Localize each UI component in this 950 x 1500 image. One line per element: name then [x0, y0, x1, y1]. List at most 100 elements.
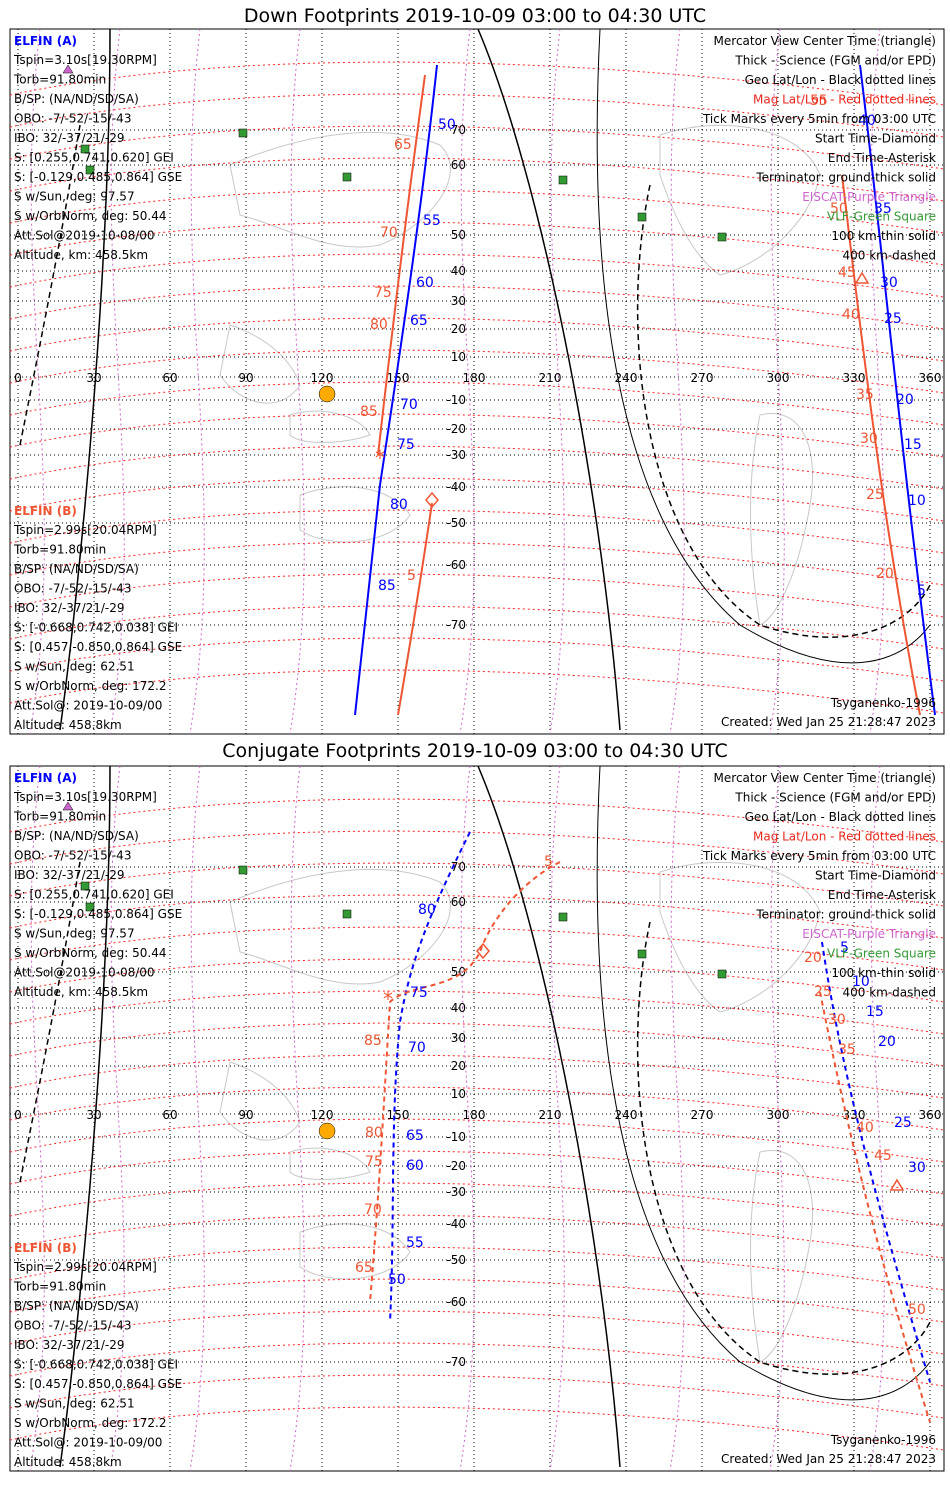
- elfin-a-tick-label: 15: [866, 1004, 884, 1020]
- elfin-a-tick-label: 25: [894, 1115, 912, 1131]
- elfin-a-info-line: Tspin=3.10s[19.30RPM]: [13, 790, 157, 804]
- mag-lat-line: [9, 894, 945, 939]
- legend-line: EISCAT-Purple Triangle: [802, 927, 936, 941]
- mag-lat-line: [9, 1214, 945, 1259]
- elfin-a-info-line: Torb=91.80min: [13, 73, 106, 87]
- elfin-b-info-line: Tspin=2.99s[20.04RPM]: [13, 1260, 157, 1274]
- elfin-a-tick-label: 65: [406, 1128, 424, 1144]
- terminator-100km-right: [596, 765, 931, 1401]
- terminator-ground-left: [59, 28, 111, 731]
- conjugate-footprints-title: Conjugate Footprints 2019-10-09 03:00 to…: [222, 740, 728, 762]
- elfin-b-tick-label: 30: [828, 1012, 846, 1028]
- mag-lat-line: [9, 349, 945, 394]
- eiscat-triangle: [62, 801, 74, 811]
- elfin-a-tick-label: 50: [438, 117, 456, 133]
- elfin-a-tick-label: 70: [400, 397, 418, 413]
- legend-line: 400 km-dashed: [842, 249, 936, 263]
- legend-line: Mercator View Center Time (triangle): [714, 771, 936, 785]
- legend-line: Start Time-Diamond: [815, 869, 936, 883]
- down-footprints-title: Down Footprints 2019-10-09 03:00 to 04:3…: [243, 5, 707, 27]
- mag-lat-line: [9, 958, 945, 1003]
- land-outline: [219, 1061, 301, 1141]
- elfin-a-info-line: B/SP: (NA/ND/SD/SA): [14, 92, 139, 106]
- mag-lon-line: [549, 28, 565, 735]
- legend-line: Mag Lat/Lon - Red dotted lines: [753, 93, 936, 107]
- mag-lat-line: [9, 1022, 945, 1067]
- lat-tick-label: -40: [446, 1217, 466, 1231]
- lon-tick-label: 240: [615, 1108, 638, 1122]
- lon-tick-label: 270: [691, 1108, 714, 1122]
- end-asterisk: *: [375, 446, 385, 470]
- elfin-a-info-line: IBO: 32/-37/21/-29: [14, 131, 125, 145]
- vlf-station-square: [558, 175, 568, 185]
- elfin-a-tick-label: 85: [378, 578, 396, 594]
- center-triangle: [854, 271, 870, 284]
- elfin-b-tick-label: 75: [374, 285, 392, 301]
- land-outline: [229, 868, 451, 985]
- lon-tick-label: 150: [387, 371, 410, 385]
- legend-line: 100 km-thin solid: [831, 966, 936, 980]
- elfin-a-info-line: S w/OrbNorm, deg: 50.44: [14, 946, 166, 960]
- vlf-station-square: [637, 212, 647, 222]
- mag-lon-line: [869, 28, 885, 735]
- elfin-b-track: [369, 861, 561, 1303]
- elfin-b-tick-label: 80: [365, 1125, 383, 1141]
- elfin-b-tick-label: 25: [814, 984, 832, 1000]
- lon-tick-label: 210: [539, 1108, 562, 1122]
- lat-tick-label: -10: [446, 393, 466, 407]
- mag-lat-line: [9, 1118, 945, 1163]
- elfin-b-info-line: S: [0.457,-0.850,0.864] GSE: [14, 640, 182, 654]
- elfin-a-info-title: ELFIN (A): [14, 34, 77, 48]
- elfin-b-tick-label: 75: [365, 1154, 383, 1170]
- elfin-b-info-line: S: [-0.668,0.742,0.038] GEI: [14, 621, 178, 635]
- mag-lon-line: [549, 765, 565, 1472]
- elfin-b-info-line: Altitude: 458.8km: [14, 718, 122, 732]
- lon-tick-label: 210: [539, 371, 562, 385]
- elfin-a-tick-label: 10: [852, 974, 870, 990]
- elfin-a-info-line: OBO: -7/-52/-15/-43: [14, 849, 131, 863]
- elfin-b-info-line: Torb=91.80min: [13, 543, 106, 557]
- terminator-100km-right: [596, 28, 931, 664]
- lat-tick-label: -30: [446, 448, 466, 462]
- legend-line: End Time-Asterisk: [828, 888, 936, 902]
- elfin-a-track-right: [821, 941, 931, 1383]
- elfin-a-tick-label: 30: [908, 1160, 926, 1176]
- mag-lon-line: [109, 765, 125, 1472]
- elfin-a-info-line: Altitude, km: 458.5km: [14, 985, 148, 999]
- elfin-b-tick-label: 85: [360, 404, 378, 420]
- lat-tick-label: -50: [446, 1253, 466, 1267]
- elfin-b-tick-label: 80: [370, 317, 388, 333]
- mag-lat-line: [9, 285, 945, 330]
- mag-lon-line: [669, 765, 685, 1472]
- lon-tick-label: 30: [86, 1108, 101, 1122]
- terminator-ground-mid: [477, 765, 621, 1468]
- mag-lon-line: [289, 28, 305, 735]
- mag-lat-line: [9, 862, 945, 907]
- elfin-b-info-line: Att.Sol@: 2019-10-09/00: [14, 699, 162, 713]
- elfin-b-info-line: OBO: -7/-52/-15/-43: [14, 1319, 131, 1333]
- mag-lon-line: [189, 28, 205, 735]
- lon-tick-label: 240: [615, 371, 638, 385]
- elfin-a-info-line: Altitude, km: 458.5km: [14, 248, 148, 262]
- mag-lat-line: [9, 445, 945, 490]
- mag-lon-line: [109, 28, 125, 735]
- lon-tick-label: 330: [843, 371, 866, 385]
- elfin-a-tick-label: 25: [884, 311, 902, 327]
- elfin-a-tick-label: 75: [397, 437, 415, 453]
- lat-tick-label: 50: [451, 965, 466, 979]
- elfin-a-tick-label: 80: [390, 497, 408, 513]
- lon-tick-label: 180: [463, 371, 486, 385]
- legend-line: Thick - Science (FGM and/or EPD): [734, 54, 936, 68]
- elfin-b-info-line: S w/Sun, deg: 62.51: [14, 1397, 135, 1411]
- mag-lat-line: [9, 1086, 945, 1131]
- elfin-b-tick-label: 35: [856, 387, 874, 403]
- elfin-b-track-2: [397, 502, 433, 716]
- elfin-b-tick-label: 25: [866, 487, 884, 503]
- legend-line: Tick Marks every 5min from 03:00 UTC: [702, 849, 936, 863]
- lon-tick-label: 270: [691, 371, 714, 385]
- vlf-station-square: [80, 881, 90, 891]
- elfin-a-tick-label: 80: [418, 902, 436, 918]
- mag-lon-line: [769, 765, 785, 1472]
- elfin-a-info-line: IBO: 32/-37/21/-29: [14, 868, 125, 882]
- mag-lat-line: [9, 93, 945, 138]
